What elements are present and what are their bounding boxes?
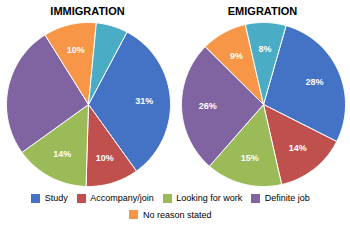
svg-text:28%: 28%: [305, 77, 323, 87]
svg-text:31%: 31%: [135, 96, 153, 106]
html-text:Accompany/join: Accompany/join: [90, 193, 154, 204]
svg-text:26%: 26%: [198, 101, 216, 111]
svg-text:15%: 15%: [240, 153, 258, 163]
svg-text:8%: 8%: [258, 44, 271, 54]
svg-text:9%: 9%: [229, 51, 242, 61]
html-text:Definite job: Definite job: [264, 193, 310, 204]
svg-text:14%: 14%: [288, 143, 306, 153]
svg-text:10%: 10%: [66, 45, 84, 55]
svg-text:10%: 10%: [95, 153, 113, 163]
html-text:EMIGRATION: EMIGRATION: [227, 5, 298, 17]
html-text:Looking for work: Looking for work: [176, 193, 243, 204]
svg-text:14%: 14%: [53, 149, 71, 159]
html-text:Study: Study: [44, 193, 68, 204]
html-text:IMMIGRATION: IMMIGRATION: [50, 5, 125, 17]
html-text:No reason stated: No reason stated: [143, 209, 212, 220]
